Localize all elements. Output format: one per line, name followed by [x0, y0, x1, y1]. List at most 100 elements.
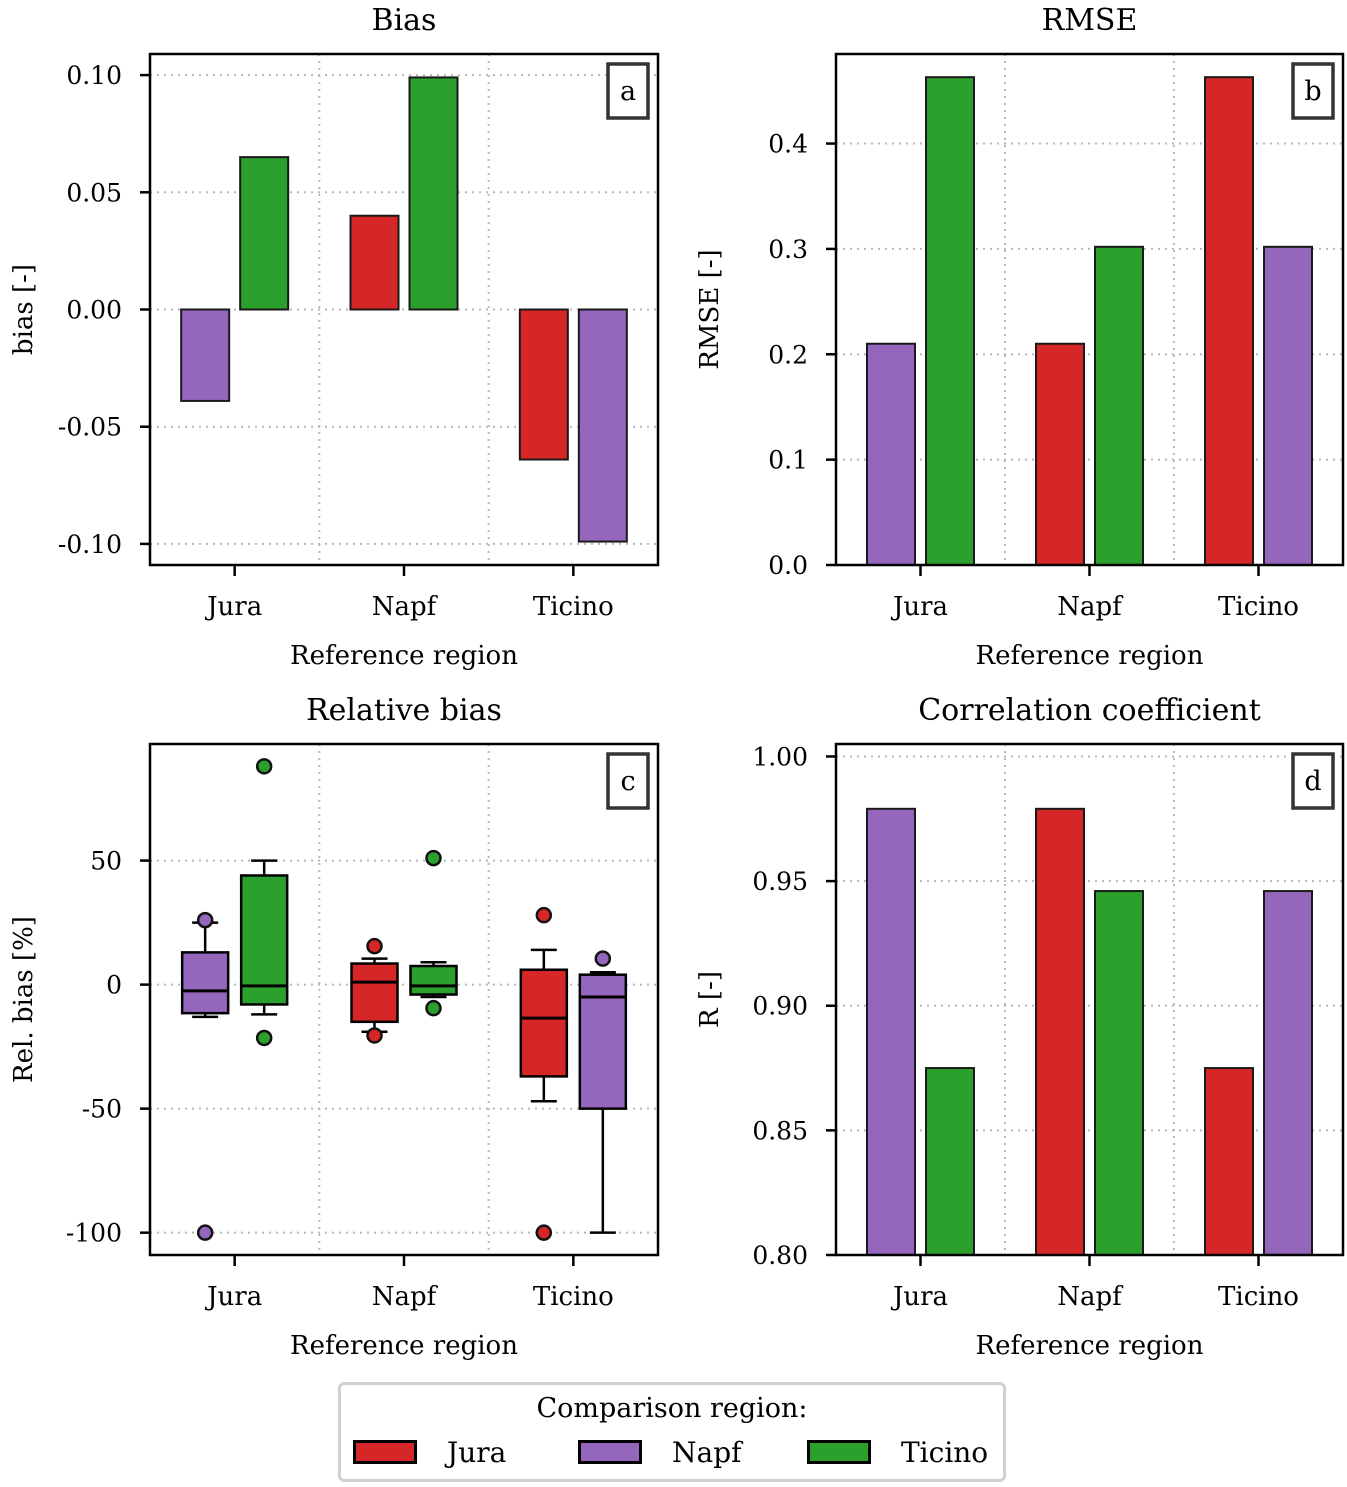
chart-title: Correlation coefficient: [918, 693, 1261, 728]
panel-label: d: [1304, 766, 1321, 797]
bar-napf-jura: [1035, 807, 1085, 1256]
bar-jura-ticino: [239, 156, 290, 311]
panel-a: -0.10 -0.05 0.00 0.05 0.10 Jura Napf Ticino Bias…: [9, 3, 660, 671]
bar-ticino-napf: [1263, 245, 1313, 566]
legend-label-jura: Jura: [447, 1435, 507, 1469]
legend-swatch-napf: [578, 1440, 642, 1464]
bar-jura-napf: [866, 807, 916, 1256]
x-tick-label: Jura: [204, 592, 262, 622]
y-axis-label: R [-]: [695, 971, 725, 1028]
panel-label: b: [1304, 76, 1321, 107]
bar-jura-napf: [180, 308, 231, 402]
bar-jura-napf: [866, 342, 916, 567]
bar-napf-jura: [1035, 342, 1085, 567]
y-tick-label: 0.1: [768, 446, 808, 475]
bar-napf-ticino: [408, 76, 459, 311]
box-ticino-napf: [578, 973, 628, 1110]
box-jura-napf: [180, 951, 230, 1015]
x-tick-label: Jura: [204, 1282, 262, 1312]
y-tick-label: 0.2: [768, 340, 808, 369]
bar-ticino-jura: [518, 308, 569, 461]
box-napf-ticino: [409, 964, 458, 996]
flier-jura-ticino: [255, 758, 273, 775]
legend-label-ticino: Ticino: [901, 1435, 989, 1469]
panel-label: c: [620, 766, 635, 797]
bar-napf-jura: [349, 214, 400, 311]
panel-label-box: [1291, 62, 1335, 120]
y-tick-label: 0.85: [752, 1116, 808, 1145]
y-tick-label: -0.05: [58, 413, 122, 442]
y-tick-label: 0.05: [66, 178, 122, 207]
flier-ticino-jura: [535, 1224, 553, 1241]
x-tick-label: Napf: [1057, 592, 1124, 622]
chart-title: RMSE: [1042, 3, 1138, 38]
legend-item-ticino: Ticino: [807, 1435, 988, 1469]
y-tick-label: 0: [106, 971, 122, 1000]
legend-swatch-ticino: [807, 1440, 871, 1464]
bar-ticino-napf: [577, 308, 628, 543]
bar-jura-ticino: [925, 76, 975, 566]
chart-title: Relative bias: [306, 693, 502, 728]
flier-jura-ticino: [255, 1029, 273, 1047]
x-axis-label: Reference region: [976, 641, 1204, 671]
bar-napf-ticino: [1094, 245, 1144, 566]
panel-label-box: [606, 62, 650, 120]
legend-item-jura: Jura: [353, 1435, 506, 1469]
y-tick-label: 0.0: [768, 551, 808, 580]
y-tick-label: 0.3: [768, 235, 808, 264]
x-tick-label: Ticino: [533, 592, 614, 622]
bar-ticino-napf: [1263, 890, 1313, 1256]
flier-napf-ticino: [425, 999, 442, 1017]
chart-title: Bias: [372, 3, 437, 38]
y-tick-label: 0.10: [66, 61, 122, 90]
bar-ticino-jura: [1204, 76, 1254, 566]
x-tick-label: Ticino: [533, 1282, 614, 1312]
y-tick-label: 0.80: [752, 1241, 808, 1270]
panel-label-box: [606, 752, 650, 810]
y-tick-label: 0.95: [752, 867, 808, 896]
y-tick-label: 0.00: [66, 296, 122, 325]
bar-jura-ticino: [925, 1067, 975, 1257]
y-axis-label: bias [-]: [9, 264, 39, 355]
panel-c: -100 -50 0 50 Jura Napf Ticino Relative bias Ref…: [9, 693, 660, 1361]
legend-swatch-jura: [353, 1440, 417, 1464]
panel-label-box: [1291, 752, 1335, 810]
x-axis-label: Reference region: [290, 1331, 518, 1361]
flier-napf-ticino: [425, 849, 442, 867]
x-tick-label: Napf: [372, 1282, 439, 1312]
x-tick-label: Ticino: [1218, 592, 1299, 622]
panel-b: 0.0 0.1 0.2 0.3 0.4 Jura Napf Ticino RMSE Referen…: [695, 3, 1345, 671]
y-tick-label: 50: [90, 847, 122, 876]
y-tick-label: -0.10: [58, 530, 122, 559]
y-tick-label: 0.90: [752, 992, 808, 1021]
x-tick-label: Napf: [372, 592, 439, 622]
legend-title: Comparison region:: [536, 1393, 808, 1424]
legend-item-napf: Napf: [578, 1435, 741, 1469]
y-tick-label: 1.00: [752, 742, 808, 771]
flier-ticino-napf: [594, 950, 612, 967]
y-tick-label: -100: [66, 1219, 122, 1248]
flier-napf-jura: [366, 1027, 383, 1044]
x-tick-label: Jura: [890, 1282, 948, 1312]
flier-jura-napf: [196, 911, 214, 929]
bar-ticino-jura: [1204, 1067, 1254, 1257]
legend-label-napf: Napf: [672, 1435, 742, 1469]
box-napf-jura: [350, 962, 399, 1024]
y-tick-label: 0.4: [768, 130, 808, 159]
x-axis-label: Reference region: [976, 1331, 1204, 1361]
x-tick-label: Ticino: [1218, 1282, 1299, 1312]
flier-jura-napf: [196, 1224, 214, 1241]
y-tick-label: -50: [82, 1095, 122, 1124]
box-jura-ticino: [239, 874, 289, 1006]
y-axis-label: RMSE [-]: [695, 249, 725, 369]
flier-napf-jura: [366, 937, 383, 955]
panel-label: a: [620, 76, 636, 107]
x-tick-label: Jura: [890, 592, 948, 622]
x-axis-label: Reference region: [290, 641, 518, 671]
box-ticino-jura: [519, 968, 569, 1078]
legend: Comparison region: Jura Napf Ticino: [338, 1382, 1006, 1482]
bar-napf-ticino: [1094, 890, 1144, 1256]
y-axis-label: Rel. bias [%]: [9, 916, 39, 1083]
x-tick-label: Napf: [1057, 1282, 1124, 1312]
